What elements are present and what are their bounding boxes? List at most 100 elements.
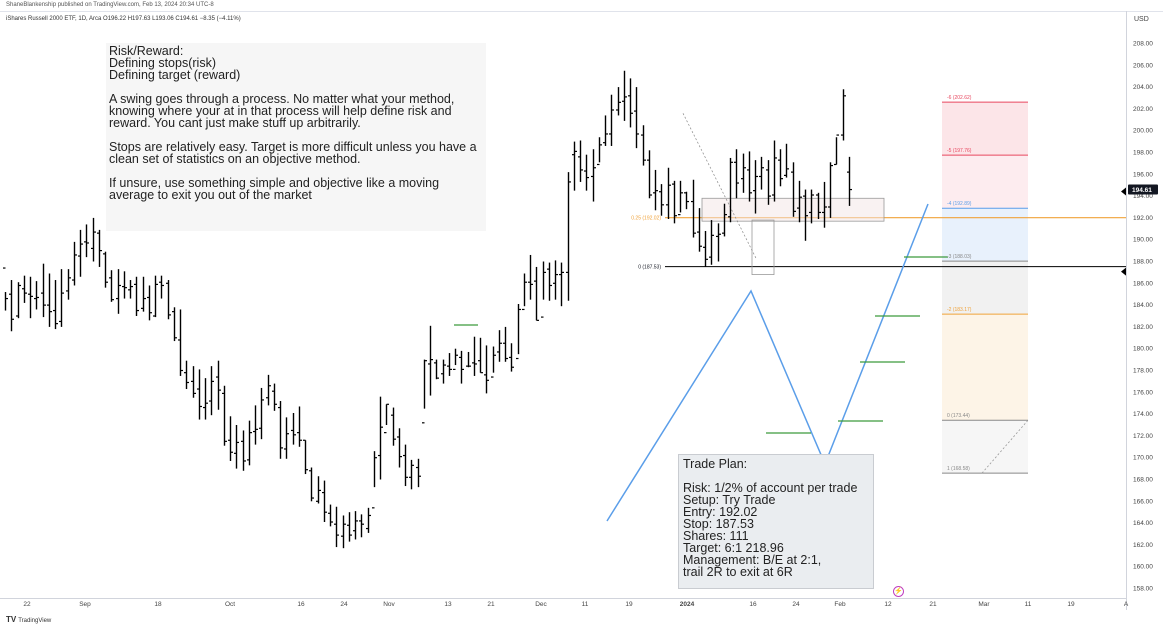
ohlc-bar — [278, 401, 283, 459]
ohlc-bar — [391, 407, 396, 446]
price-tick-label: 190.00 — [1133, 237, 1153, 244]
time-tick-label: 11 — [582, 601, 589, 608]
ohlc-bar — [528, 254, 533, 300]
fib-level-label: -6 (202.62) — [947, 95, 972, 101]
fib-zone — [942, 155, 1028, 209]
ohlc-bar — [209, 366, 214, 416]
fib-level-label: -5 (197.76) — [947, 148, 972, 154]
ohlc-bar — [41, 263, 46, 318]
time-tick-label: 2024 — [680, 601, 695, 608]
time-tick-label: Mar — [978, 601, 990, 608]
ohlc-bar — [522, 273, 527, 311]
price-tick-label: 166.00 — [1133, 498, 1153, 505]
ohlc-bar — [9, 280, 14, 332]
ohlc-bar — [134, 276, 139, 316]
ohlc-bar — [378, 396, 383, 480]
ohlc-bar — [259, 387, 264, 440]
ohlc-bar — [709, 220, 714, 265]
ohlc-bar — [691, 179, 696, 238]
fib-zone — [942, 208, 1028, 262]
ohlc-bar — [628, 78, 633, 128]
pullback-box — [751, 219, 775, 275]
ohlc-bar — [409, 459, 414, 490]
ohlc-bar — [66, 269, 71, 300]
ohlc-bar — [828, 162, 833, 218]
fib-level-label: -3 (188.03) — [947, 254, 972, 260]
ohlc-bar — [216, 360, 221, 410]
tradingview-brand: TradingView — [18, 618, 52, 624]
trade-plan-management: Management: B/E at 2:1, — [683, 553, 822, 567]
symbol-legend[interactable]: iShares Russell 2000 ETF, 1D, Arca O196.… — [6, 16, 241, 22]
ohlc-bar — [797, 180, 802, 223]
ohlc-bar — [291, 413, 296, 445]
time-tick-label: 18 — [154, 601, 162, 608]
ohlc-bar — [753, 160, 758, 214]
ohlc-bar — [297, 406, 302, 447]
currency-label[interactable]: USD — [1134, 16, 1149, 23]
last-price-label: 194.61 — [1132, 187, 1152, 194]
fib-zone — [942, 102, 1028, 156]
price-tick-label: 206.00 — [1133, 62, 1153, 69]
note-title: Risk/Reward: — [109, 44, 184, 58]
time-axis[interactable]: 22 Sep 18 Oct 16 24 Nov 13 21 Dec 11 19 2024 16 24 Feb 1… — [23, 601, 1128, 608]
ohlc-bar — [497, 330, 502, 362]
ohlc-bar — [422, 359, 427, 424]
ohlc-bar — [603, 115, 608, 146]
tradingview-footer[interactable]: TV TradingView — [6, 615, 51, 624]
ohlc-bar — [647, 150, 652, 199]
note-paragraph-process: A swing goes through a process. No matte… — [109, 92, 455, 130]
ohlc-bar — [141, 276, 146, 312]
ohlc-bar — [109, 270, 114, 302]
ohlc-bar — [47, 273, 52, 327]
ohlc-bar — [634, 87, 639, 149]
ohlc-bar — [284, 417, 289, 459]
swing-diagonal — [682, 113, 757, 259]
trade-plan-box[interactable]: Trade Plan: Risk: 1/2% of account per tr… — [678, 454, 874, 589]
trade-plan-setup: Setup: Try Trade — [683, 493, 776, 507]
time-tick-label: A — [1124, 601, 1129, 608]
ohlc-bar — [416, 458, 421, 488]
ohlc-bar — [359, 514, 364, 538]
ohlc-bar — [547, 262, 552, 301]
ohlc-bar — [616, 87, 621, 116]
note-paragraph-unsure: If unsure, use something simple and obje… — [109, 176, 440, 202]
last-price-tag — [1128, 184, 1158, 195]
price-tick-label: 168.00 — [1133, 477, 1153, 484]
risk-reward-note[interactable]: Risk/Reward: Defining stops(risk) Defini… — [106, 43, 486, 231]
price-tick-label: 184.00 — [1133, 302, 1153, 309]
trade-plan-risk: Risk: 1/2% of account per trade — [683, 481, 858, 495]
ohlc-bar — [722, 203, 727, 237]
price-tick-label: 170.00 — [1133, 455, 1153, 462]
ohlc-bar — [622, 70, 627, 121]
ohlc-bar — [341, 515, 346, 549]
ohlc-bar — [328, 504, 333, 527]
price-tick-label: 172.00 — [1133, 433, 1153, 440]
note-paragraph-stops: Stops are relatively easy. Target is mor… — [109, 140, 477, 166]
trade-plan-entry: Entry: 192.02 — [683, 505, 758, 519]
price-tick-label: 194.00 — [1133, 193, 1153, 200]
ohlc-bar — [441, 359, 446, 384]
lightning-icon[interactable]: ⚡ — [893, 586, 904, 597]
ohlc-bar — [684, 191, 689, 210]
price-tick-label: 188.00 — [1133, 259, 1153, 266]
ohlc-bar — [28, 276, 33, 319]
time-tick-label: 24 — [340, 601, 348, 608]
ohlc-bar — [759, 156, 764, 190]
ohlc-bar — [747, 151, 752, 202]
ohlc-bar — [34, 281, 39, 310]
ohlc-bar — [491, 346, 496, 378]
price-tick-label: 198.00 — [1133, 150, 1153, 157]
note-line-stops: Defining stops(risk) — [109, 56, 216, 70]
ohlc-bar — [116, 269, 121, 314]
price-axis[interactable]: 208.00 206.00 204.00 202.00 200.00 198.00 196.… — [1121, 41, 1158, 593]
chart-guides — [0, 11, 1163, 610]
ohlc-bar — [803, 189, 808, 241]
ohlc-bar — [122, 271, 127, 299]
price-tick-label: 200.00 — [1133, 128, 1153, 135]
ohlc-bar — [509, 343, 514, 372]
time-tick-label: 21 — [929, 601, 937, 608]
ohlc-bar — [266, 374, 271, 406]
ohlc-bar — [516, 304, 521, 360]
fib-zone — [942, 420, 1028, 474]
